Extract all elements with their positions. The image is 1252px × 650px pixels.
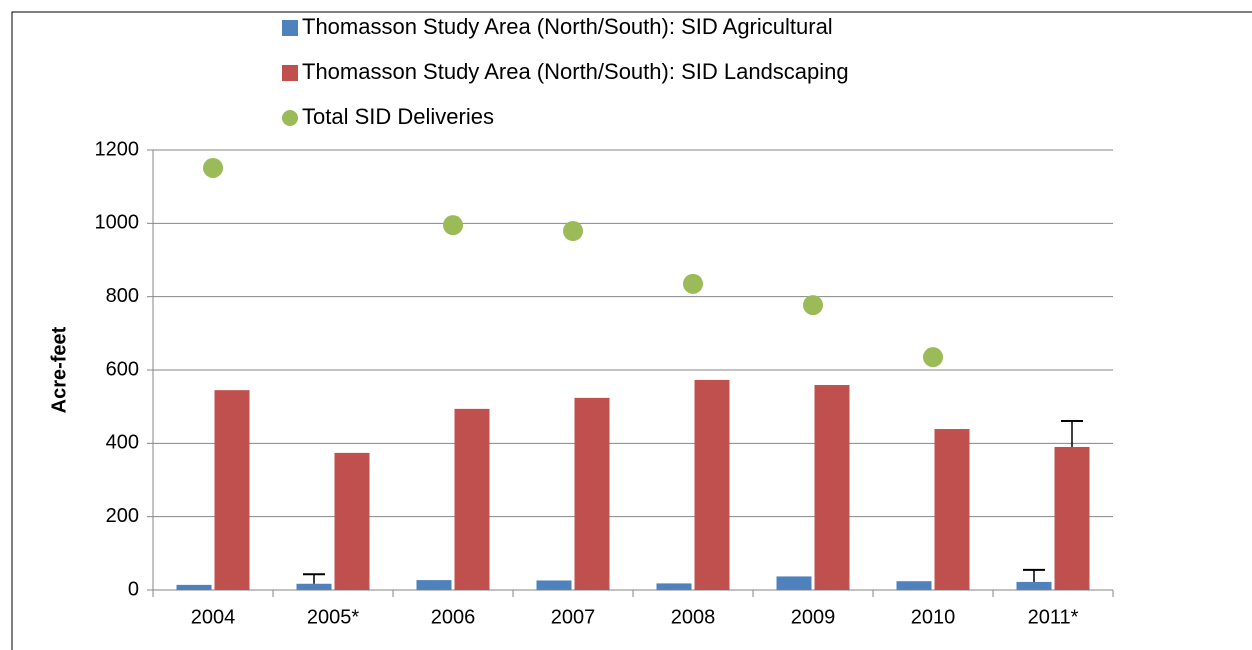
x-tick-label: 2006 (431, 606, 476, 628)
y-tick-label: 1200 (95, 138, 140, 160)
point (203, 157, 223, 178)
bar (334, 452, 370, 590)
legend-label: Thomasson Study Area (North/South): SID … (302, 14, 833, 39)
y-tick-label: 800 (106, 285, 139, 307)
bar (776, 576, 812, 590)
bar (694, 379, 730, 590)
bar (176, 584, 212, 590)
x-tick-label: 2011* (1028, 606, 1079, 628)
bar (814, 385, 850, 590)
x-tick-label: 2007 (551, 606, 596, 628)
point (443, 215, 463, 236)
bar (214, 390, 250, 590)
bar (536, 580, 572, 590)
x-tick-label: 2008 (671, 606, 716, 628)
y-tick-label: 0 (128, 578, 139, 600)
bar (454, 408, 490, 590)
bar (1054, 447, 1090, 590)
legend-label: Thomasson Study Area (North/South): SID … (302, 59, 849, 84)
bar (934, 429, 970, 590)
y-axis-label: Acre-feet (48, 326, 70, 413)
x-tick-label: 2004 (191, 606, 236, 628)
frame (11, 11, 1252, 650)
bar (574, 397, 610, 590)
legend-marker (282, 110, 298, 126)
y-tick-label: 1000 (95, 212, 140, 234)
bar (296, 583, 332, 590)
y-tick-label: 600 (106, 358, 139, 380)
point (563, 221, 583, 242)
y-tick-label: 400 (106, 432, 139, 454)
x-tick-label: 2005* (307, 606, 359, 628)
legend-label: Total SID Deliveries (302, 104, 494, 129)
bar (416, 580, 452, 590)
point (683, 273, 703, 294)
legend-marker (282, 20, 298, 36)
bar (1016, 581, 1052, 590)
y-tick-label: 200 (106, 505, 139, 527)
bar (896, 581, 932, 590)
point (803, 295, 823, 316)
point (923, 347, 943, 368)
x-tick-label: 2009 (791, 606, 836, 628)
legend-marker (282, 65, 298, 81)
bar (656, 583, 692, 590)
x-tick-label: 2010 (911, 606, 956, 628)
